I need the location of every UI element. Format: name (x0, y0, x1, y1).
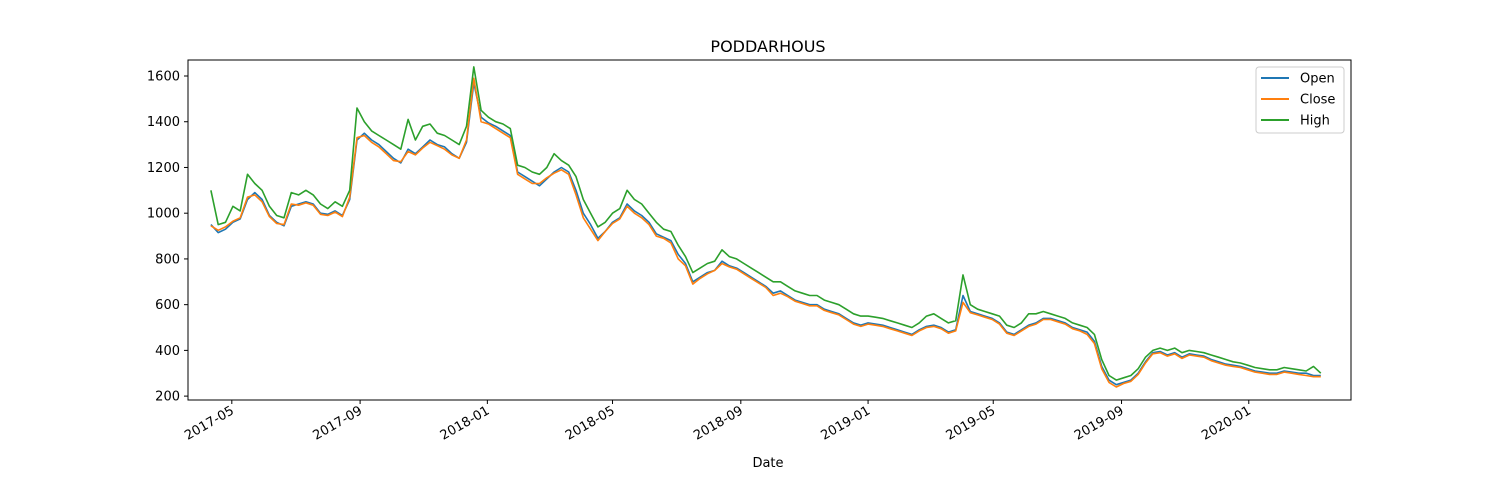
legend-label-high: High (1300, 114, 1330, 129)
y-tick-label: 1000 (147, 207, 180, 222)
chart-title: PODDARHOUS (710, 37, 825, 56)
x-axis-label: Date (752, 456, 783, 471)
y-tick-label: 600 (155, 298, 180, 313)
legend-label-close: Close (1300, 93, 1335, 108)
y-tick-label: 800 (155, 252, 180, 267)
series-layer (210, 66, 1322, 388)
series-line-high (210, 66, 1322, 381)
y-axis: 200 400 600 800 1000 1200 1400 1600 (147, 70, 188, 405)
y-tick-label: 1400 (147, 115, 180, 130)
legend-label-open: Open (1300, 72, 1335, 87)
y-tick-label: 400 (155, 344, 180, 359)
legend-box (1255, 66, 1345, 134)
series-line-open (210, 82, 1321, 386)
y-tick-label: 200 (155, 390, 180, 405)
legend: Open Close High (1255, 66, 1345, 134)
series-line-close (210, 77, 1321, 388)
plot-frame (187, 59, 1352, 401)
y-tick-label: 1600 (147, 70, 180, 85)
y-tick-label: 1200 (147, 161, 180, 176)
